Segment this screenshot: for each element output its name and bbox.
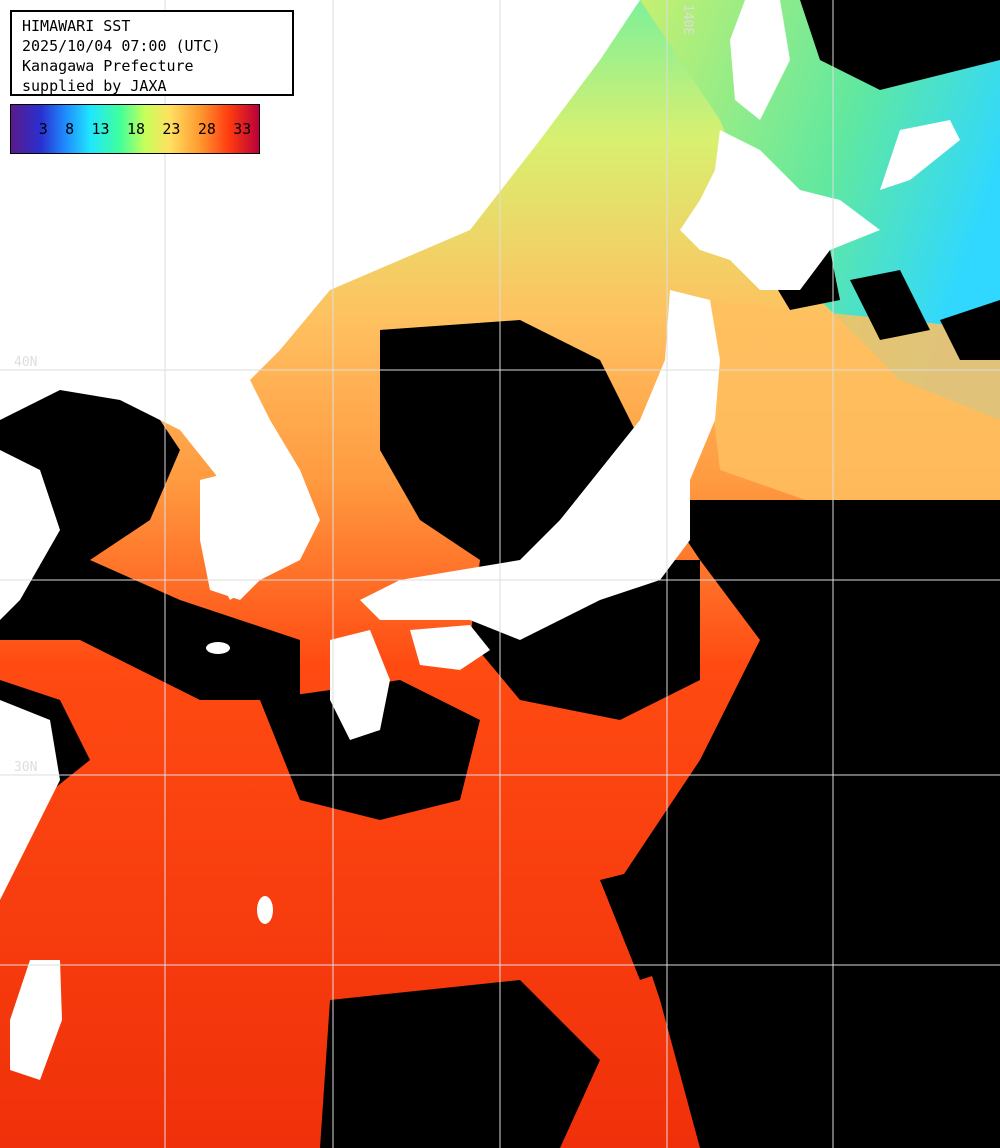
region-line: Kanagawa Prefecture xyxy=(22,57,194,75)
colorbar-tick: 18 xyxy=(126,120,145,138)
title-block: HIMAWARI SST 2025/10/04 07:00 (UTC) Kana… xyxy=(10,10,294,96)
lon-140-label: 140E xyxy=(680,4,695,35)
sst-colorbar xyxy=(10,104,260,154)
lat-40-label: 40N xyxy=(14,355,37,370)
title-line: HIMAWARI SST xyxy=(22,17,131,35)
colorbar-tick: 8 xyxy=(65,120,75,138)
timestamp-line: 2025/10/04 07:00 (UTC) xyxy=(22,37,221,55)
pacific-north-warm xyxy=(700,300,1000,505)
colorbar-labels: 3 8 13 18 23 28 33 xyxy=(10,104,260,154)
colorbar-tick: 33 xyxy=(233,120,252,138)
colorbar-tick: 3 xyxy=(38,120,48,138)
colorbar-tick: 23 xyxy=(162,120,181,138)
lat-30-label: 30N xyxy=(14,760,37,775)
colorbar-tick: 28 xyxy=(197,120,216,138)
colorbar-tick: 13 xyxy=(91,120,110,138)
credit-line: supplied by JAXA xyxy=(22,77,167,95)
